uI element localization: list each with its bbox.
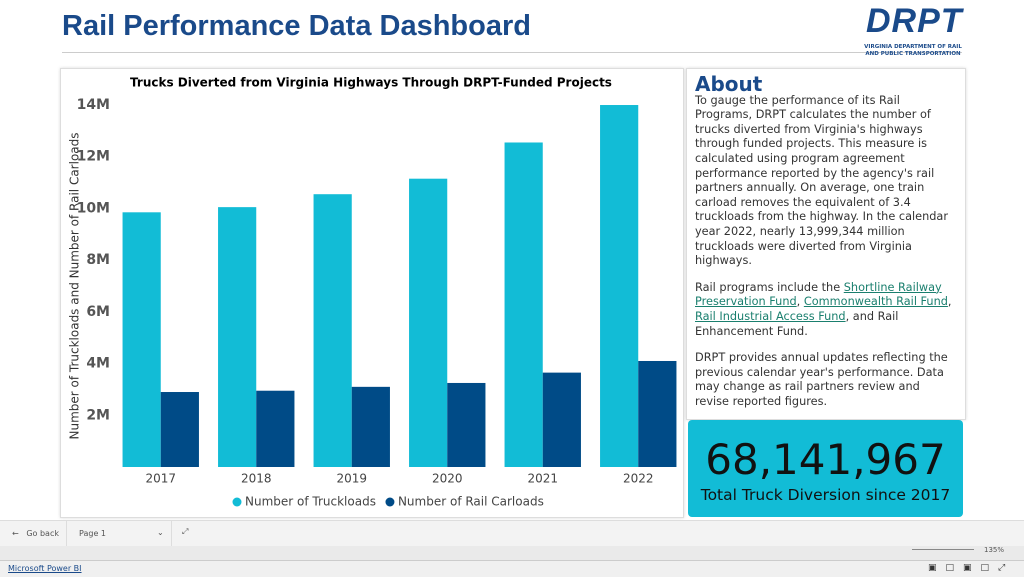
y-tick-label: 2M bbox=[86, 407, 110, 423]
bar bbox=[638, 360, 677, 467]
bar bbox=[256, 390, 295, 467]
x-tick-label: 2021 bbox=[527, 472, 558, 486]
y-tick-label: 14M bbox=[77, 97, 110, 113]
y-tick-label: 4M bbox=[86, 356, 110, 372]
about-paragraph: DRPT provides annual updates reflecting … bbox=[695, 351, 948, 408]
zoom-bar: 135% bbox=[0, 546, 1024, 560]
x-tick-label: 2020 bbox=[432, 472, 463, 486]
x-tick-label: 2019 bbox=[336, 472, 367, 486]
zoom-slider[interactable] bbox=[912, 549, 974, 550]
expand-button[interactable]: ⤢ bbox=[182, 527, 189, 536]
legend-label: Number of Rail Carloads bbox=[398, 495, 544, 509]
share-icons[interactable]: ▣□▣□⤢ bbox=[928, 563, 1015, 573]
logo-line: VIRGINIA DEPARTMENT OF RAIL bbox=[864, 44, 962, 50]
bar bbox=[122, 212, 161, 467]
back-button[interactable]: ← Go back bbox=[12, 529, 59, 538]
dashboard-title: Rail Performance Data Dashboard bbox=[62, 10, 531, 42]
x-tick-label: 2017 bbox=[145, 472, 176, 486]
header-rule bbox=[62, 52, 962, 53]
kpi-label: Total Truck Diversion since 2017 bbox=[700, 486, 951, 504]
logo-line: AND PUBLIC TRANSPORTATION bbox=[865, 51, 961, 57]
bar bbox=[504, 142, 543, 467]
nav-bar: ← Go back Page 1 ⌄ ⤢ bbox=[0, 520, 1024, 547]
logo: DRPT bbox=[866, 2, 963, 40]
bar bbox=[447, 382, 486, 467]
bar bbox=[351, 386, 390, 467]
brand-link[interactable]: Microsoft Power BI bbox=[8, 564, 82, 573]
x-tick-label: 2022 bbox=[623, 472, 654, 486]
about-card: About To gauge the performance of its Ra… bbox=[686, 68, 966, 420]
legend-swatch bbox=[232, 497, 242, 507]
kpi-card: 68,141,967 Total Truck Diversion since 2… bbox=[688, 420, 963, 517]
bar bbox=[409, 178, 448, 467]
legend-swatch bbox=[385, 497, 395, 507]
logo-subtitle: VIRGINIA DEPARTMENT OF RAIL AND PUBLIC T… bbox=[858, 44, 968, 58]
legend-label: Number of Truckloads bbox=[245, 495, 376, 509]
chart: Trucks Diverted from Virginia Highways T… bbox=[60, 68, 684, 518]
footer: Microsoft Power BI ▣□▣□⤢ bbox=[0, 560, 1024, 577]
y-tick-label: 6M bbox=[86, 304, 110, 320]
link[interactable]: Rail Industrial Access Fund bbox=[695, 309, 846, 323]
y-tick-label: 12M bbox=[77, 149, 110, 165]
page-selector[interactable]: Page 1 ⌄ bbox=[66, 521, 172, 547]
bar bbox=[218, 207, 257, 467]
chevron[interactable]: ⌄ bbox=[157, 528, 164, 537]
y-tick-label: 10M bbox=[77, 200, 110, 216]
about-paragraph: Rail programs include the Shortline Rail… bbox=[695, 281, 957, 339]
link[interactable]: Shortline Railway Preservation Fund bbox=[695, 280, 942, 309]
text: Rail programs include the bbox=[695, 280, 844, 294]
kpi-value: 68,141,967 bbox=[705, 435, 946, 484]
chart-title: Trucks Diverted from Virginia Highways T… bbox=[130, 76, 612, 90]
about-title: About bbox=[695, 72, 763, 96]
y-tick-label: 8M bbox=[86, 252, 110, 268]
bar bbox=[160, 392, 199, 467]
about-paragraph: To gauge the performance of its Rail Pro… bbox=[695, 93, 948, 268]
bar bbox=[542, 372, 581, 467]
bar bbox=[600, 105, 639, 467]
zoom-value: 135% bbox=[984, 546, 1005, 554]
report-page: Rail Performance Data Dashboard DRPT VIR… bbox=[0, 0, 1024, 520]
bar bbox=[313, 194, 352, 467]
link[interactable]: Commonwealth Rail Fund bbox=[803, 295, 948, 309]
y-axis-label: Number of Truckloads and Number of Rail … bbox=[68, 132, 82, 439]
x-tick-label: 2018 bbox=[241, 472, 272, 486]
text: , bbox=[796, 295, 804, 309]
page-label[interactable]: Page 1 bbox=[79, 529, 106, 538]
back-label[interactable]: Go back bbox=[26, 529, 59, 538]
text: , and Rail Enhancement Fund. bbox=[695, 309, 899, 338]
text: , bbox=[947, 295, 952, 309]
